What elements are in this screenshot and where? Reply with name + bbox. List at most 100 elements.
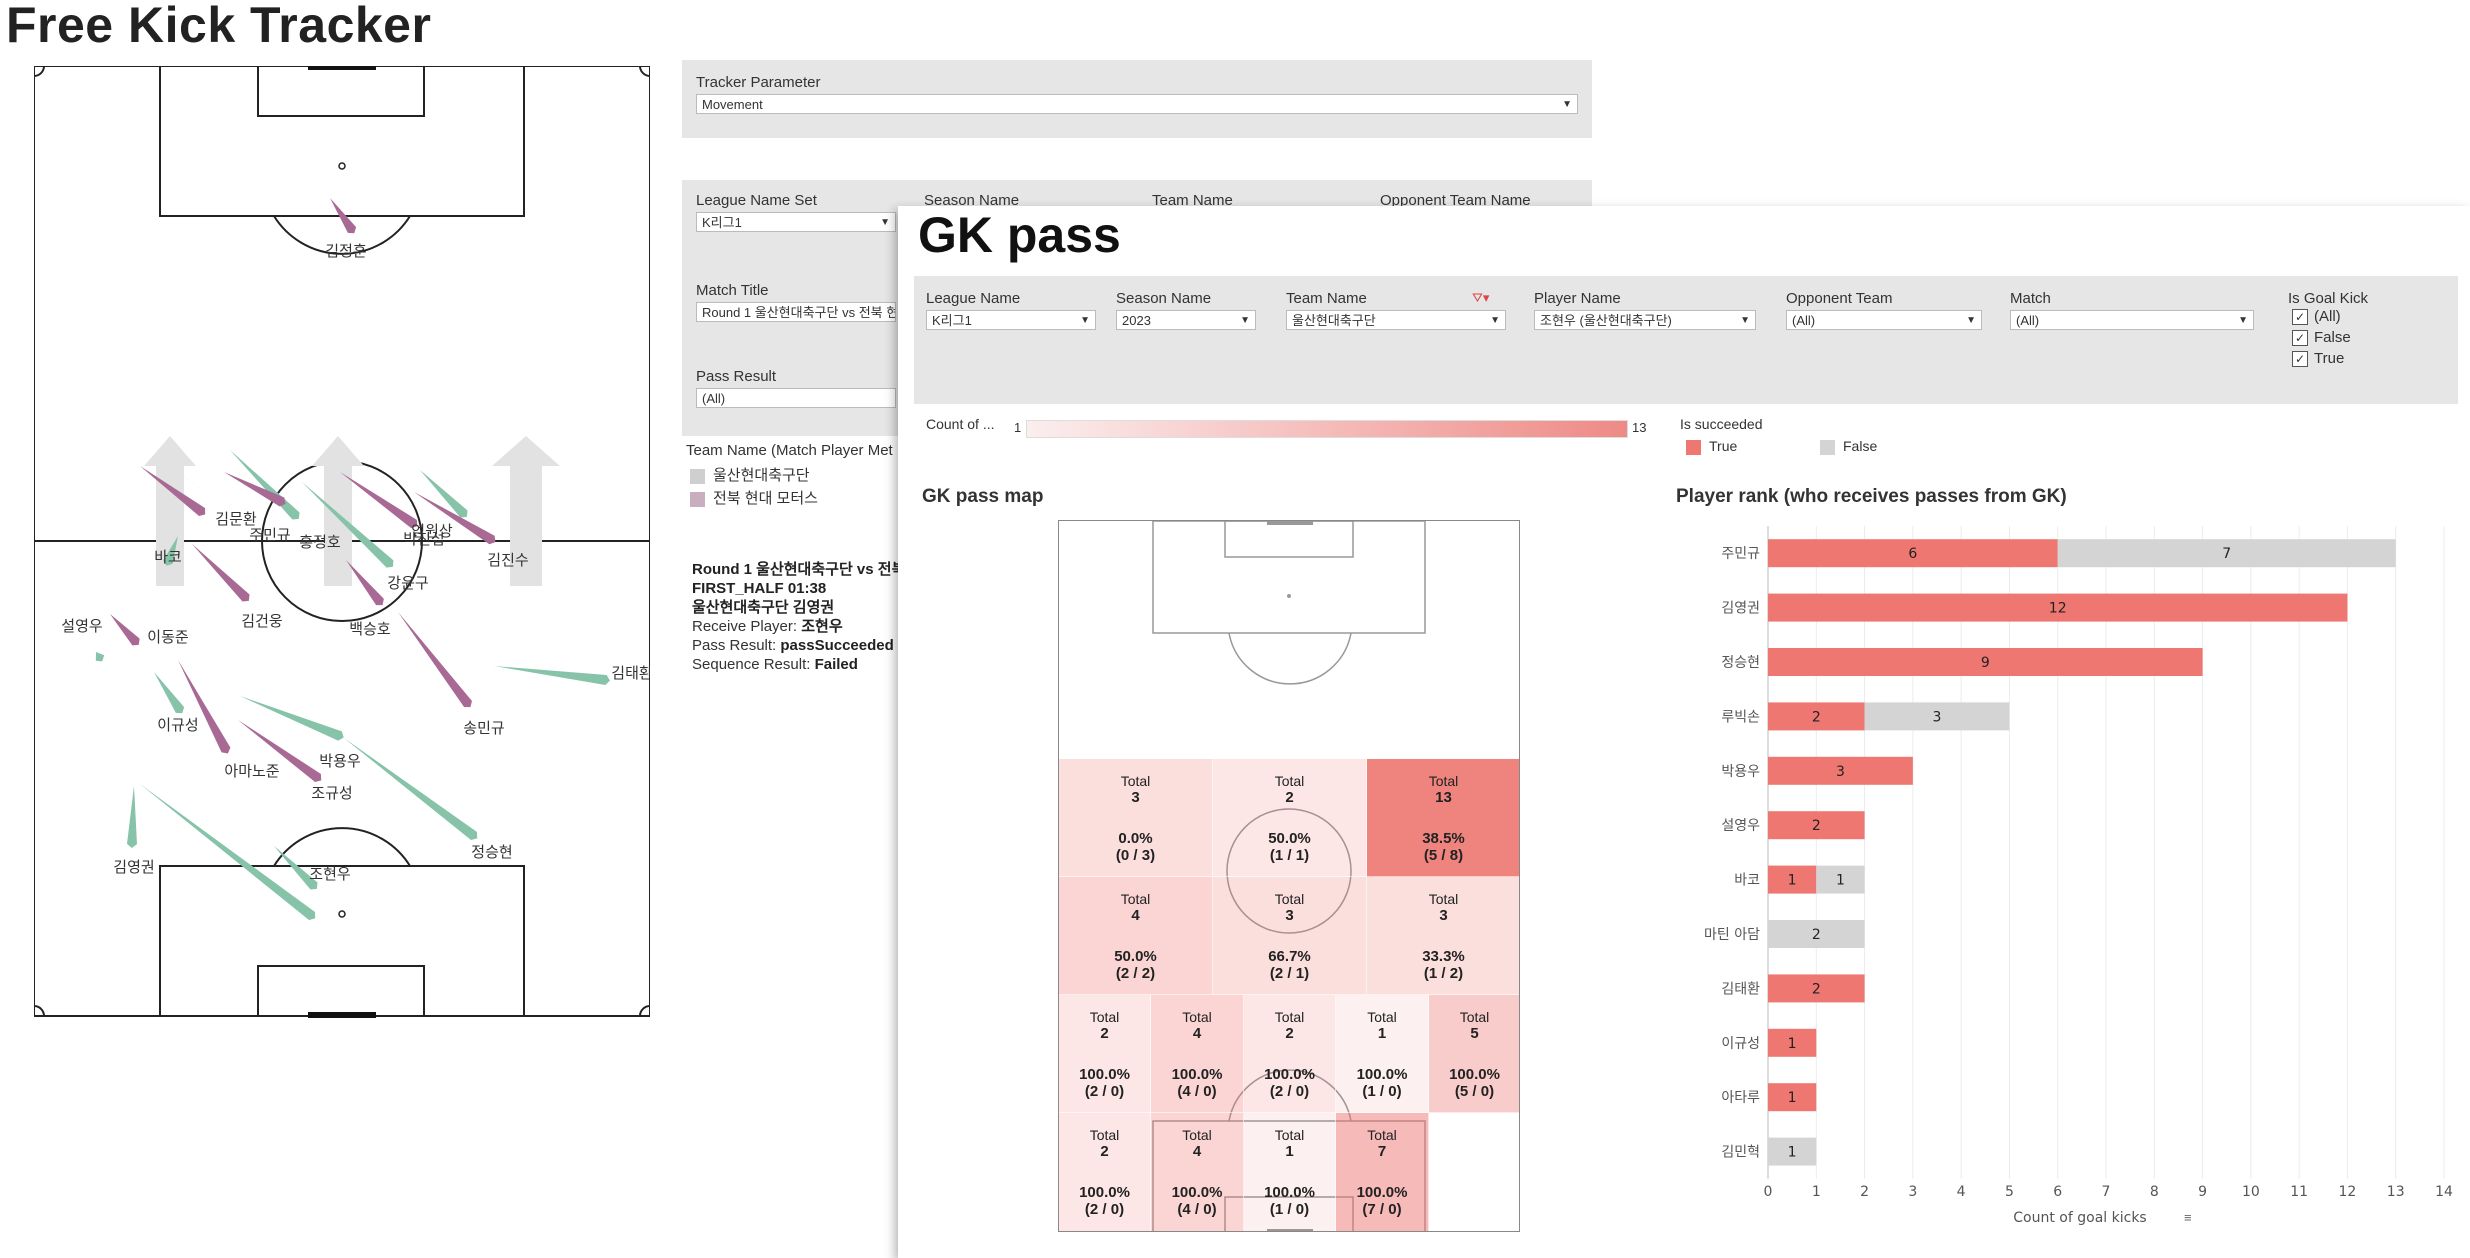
bar-segment[interactable] [1768,593,2348,622]
cell-total: 3 [1285,907,1294,924]
gk-season-dropdown[interactable]: 2023 ▼ [1116,310,1256,330]
cell-total: 13 [1435,789,1452,806]
map-zone-cell[interactable]: Total 7 100.0% (7 / 0) [1336,1113,1429,1231]
map-zone-cell[interactable]: Total 4 50.0% (2 / 2) [1059,877,1213,995]
cell-success-rate: 100.0% [1356,1184,1408,1201]
bar-value-label: 2 [1812,818,1821,834]
cell-success-rate: 100.0% [1171,1066,1223,1083]
map-zone-cell[interactable]: Total 1 100.0% (1 / 0) [1336,995,1429,1113]
team-legend-item[interactable]: 전북 현대 모터스 [690,487,818,508]
cell-total-label: Total [1182,1009,1212,1025]
x-tick-label: 10 [2242,1184,2260,1200]
tracker-parameter-panel: Tracker Parameter Movement ▼ [682,60,1592,138]
opponent-label: Opponent Team Name [1380,192,1531,209]
match-title-dropdown[interactable]: Round 1 울산현대축구단 vs 전북 현 [696,302,896,322]
cell-total-label: Total [1274,1127,1305,1143]
goal-kick-option-all[interactable]: ✓ (All) [2292,308,2341,326]
bar-segment[interactable] [1768,702,1865,731]
bar-segment[interactable] [1768,974,1865,1003]
bar-segment[interactable] [1768,539,2058,568]
player-label: 아마노준 [224,762,279,780]
bar-segment[interactable] [1768,648,2203,676]
player-label: 김태환 [611,664,650,682]
bar-segment[interactable] [1768,1028,1817,1057]
info-sequence-result: Failed [814,656,858,673]
gk-player-dropdown[interactable]: 조현우 (울산현대축구단) ▼ [1534,310,1756,330]
info-time: FIRST_HALF 01:38 [692,580,827,597]
player-label: 조현우 [309,865,351,883]
team-legend-title: Team Name (Match Player Met [686,442,893,459]
player-name-label: 정승현 [1721,655,1760,671]
x-tick-label: 5 [2005,1184,2014,1200]
player-name-label: 주민규 [1721,546,1760,562]
success-legend-false[interactable]: False [1820,438,1877,455]
cell-ratio: (2 / 0) [1084,1083,1125,1100]
goal-kick-option-false[interactable]: ✓ False [2292,329,2351,347]
cell-success-rate: 100.0% [1356,1066,1408,1083]
sort-icon[interactable]: ≡ [2184,1210,2192,1225]
success-legend-true[interactable]: True [1686,438,1737,455]
bar-segment[interactable] [1768,920,1865,948]
player-label: 김영권 [113,858,154,876]
gk-team-dropdown[interactable]: 울산현대축구단 ▼ [1286,310,1506,330]
bar-segment[interactable] [1768,1083,1817,1112]
cell-ratio: (1 / 2) [1423,965,1464,982]
tracker-parameter-dropdown[interactable]: Movement ▼ [696,94,1578,114]
map-zone-cell[interactable]: Total 3 33.3% (1 / 2) [1367,877,1519,995]
team-legend-item[interactable]: 울산현대축구단 [690,464,810,485]
movement-trail [340,472,418,529]
top-goal [308,66,376,70]
movement-trail [140,466,206,517]
count-legend-max: 13 [1632,420,1647,435]
bar-segment[interactable] [1768,811,1865,840]
movement-trail [420,470,468,518]
filter-icon[interactable]: ⛛▾ [1472,290,1490,305]
pass-result-dropdown[interactable]: (All) [696,388,896,408]
bar-segment[interactable] [2057,539,2396,568]
movement-trail [494,666,610,685]
map-zone-cell[interactable]: Total 2 100.0% (2 / 0) [1244,995,1336,1113]
cell-success-rate: 100.0% [1264,1066,1315,1083]
bar-value-label: 1 [1788,1090,1797,1106]
cell-ratio: (2 / 1) [1269,965,1310,982]
bar-segment[interactable] [1816,865,1865,894]
league-set-dropdown[interactable]: K리그1 ▼ [696,212,896,232]
bar-segment[interactable] [1768,1137,1817,1166]
player-name-label: 바코 [1734,873,1760,889]
map-zone-cell[interactable]: Total 3 66.7% (2 / 1) [1213,877,1367,995]
movement-trail [302,482,394,568]
cell-success-rate: 100.0% [1449,1066,1500,1083]
player-label: 이동준 [147,628,189,646]
map-zone-cell[interactable]: Total 5 100.0% (5 / 0) [1429,995,1519,1113]
map-zone-cell[interactable]: Total 3 0.0% (0 / 3) [1059,759,1213,877]
cell-total-label: Total [1274,891,1305,907]
x-tick-label: 7 [2102,1184,2111,1200]
map-zone-cell[interactable]: Total 1 100.0% (1 / 0) [1244,1113,1336,1231]
map-zone-cell[interactable]: Total 4 100.0% (4 / 0) [1151,1113,1244,1231]
bar-segment[interactable] [1768,756,1913,785]
gk-pass-map: Total 3 0.0% (0 / 3) Total 2 50.0% (1 / 1) Total… [1058,520,1520,1232]
cell-total: 2 [1100,1025,1109,1042]
cell-ratio: (1 / 1) [1269,847,1310,864]
gk-league-dropdown[interactable]: K리그1 ▼ [926,310,1096,330]
cell-ratio: (1 / 0) [1269,1201,1310,1218]
goal-kick-option-true[interactable]: ✓ True [2292,350,2344,368]
movement-trail [163,536,178,566]
player-label: 김문환 [215,510,257,528]
player-label: 이규성 [157,716,198,734]
map-zone-cell[interactable]: Total 4 100.0% (4 / 0) [1151,995,1244,1113]
x-tick-label: 2 [1860,1184,1869,1200]
map-zone-cell[interactable]: Total 2 100.0% (2 / 0) [1059,995,1151,1113]
bar-segment[interactable] [1864,702,2010,731]
map-zone-cell[interactable]: Total 2 50.0% (1 / 1) [1213,759,1367,877]
map-zone-cell[interactable]: Total 13 38.5% (5 / 8) [1367,759,1519,877]
cell-total-label: Total [1367,1127,1397,1143]
gk-opponent-dropdown[interactable]: (All) ▼ [1786,310,1982,330]
bar-value-label: 2 [1812,927,1821,943]
cell-total: 7 [1377,1143,1387,1160]
map-zone-cell[interactable]: Total 2 100.0% (2 / 0) [1059,1113,1151,1231]
gk-match-dropdown[interactable]: (All) ▼ [2010,310,2254,330]
x-tick-label: 0 [1764,1184,1773,1200]
bar-segment[interactable] [1768,865,1817,894]
chevron-down-icon: ▼ [1240,315,1250,326]
